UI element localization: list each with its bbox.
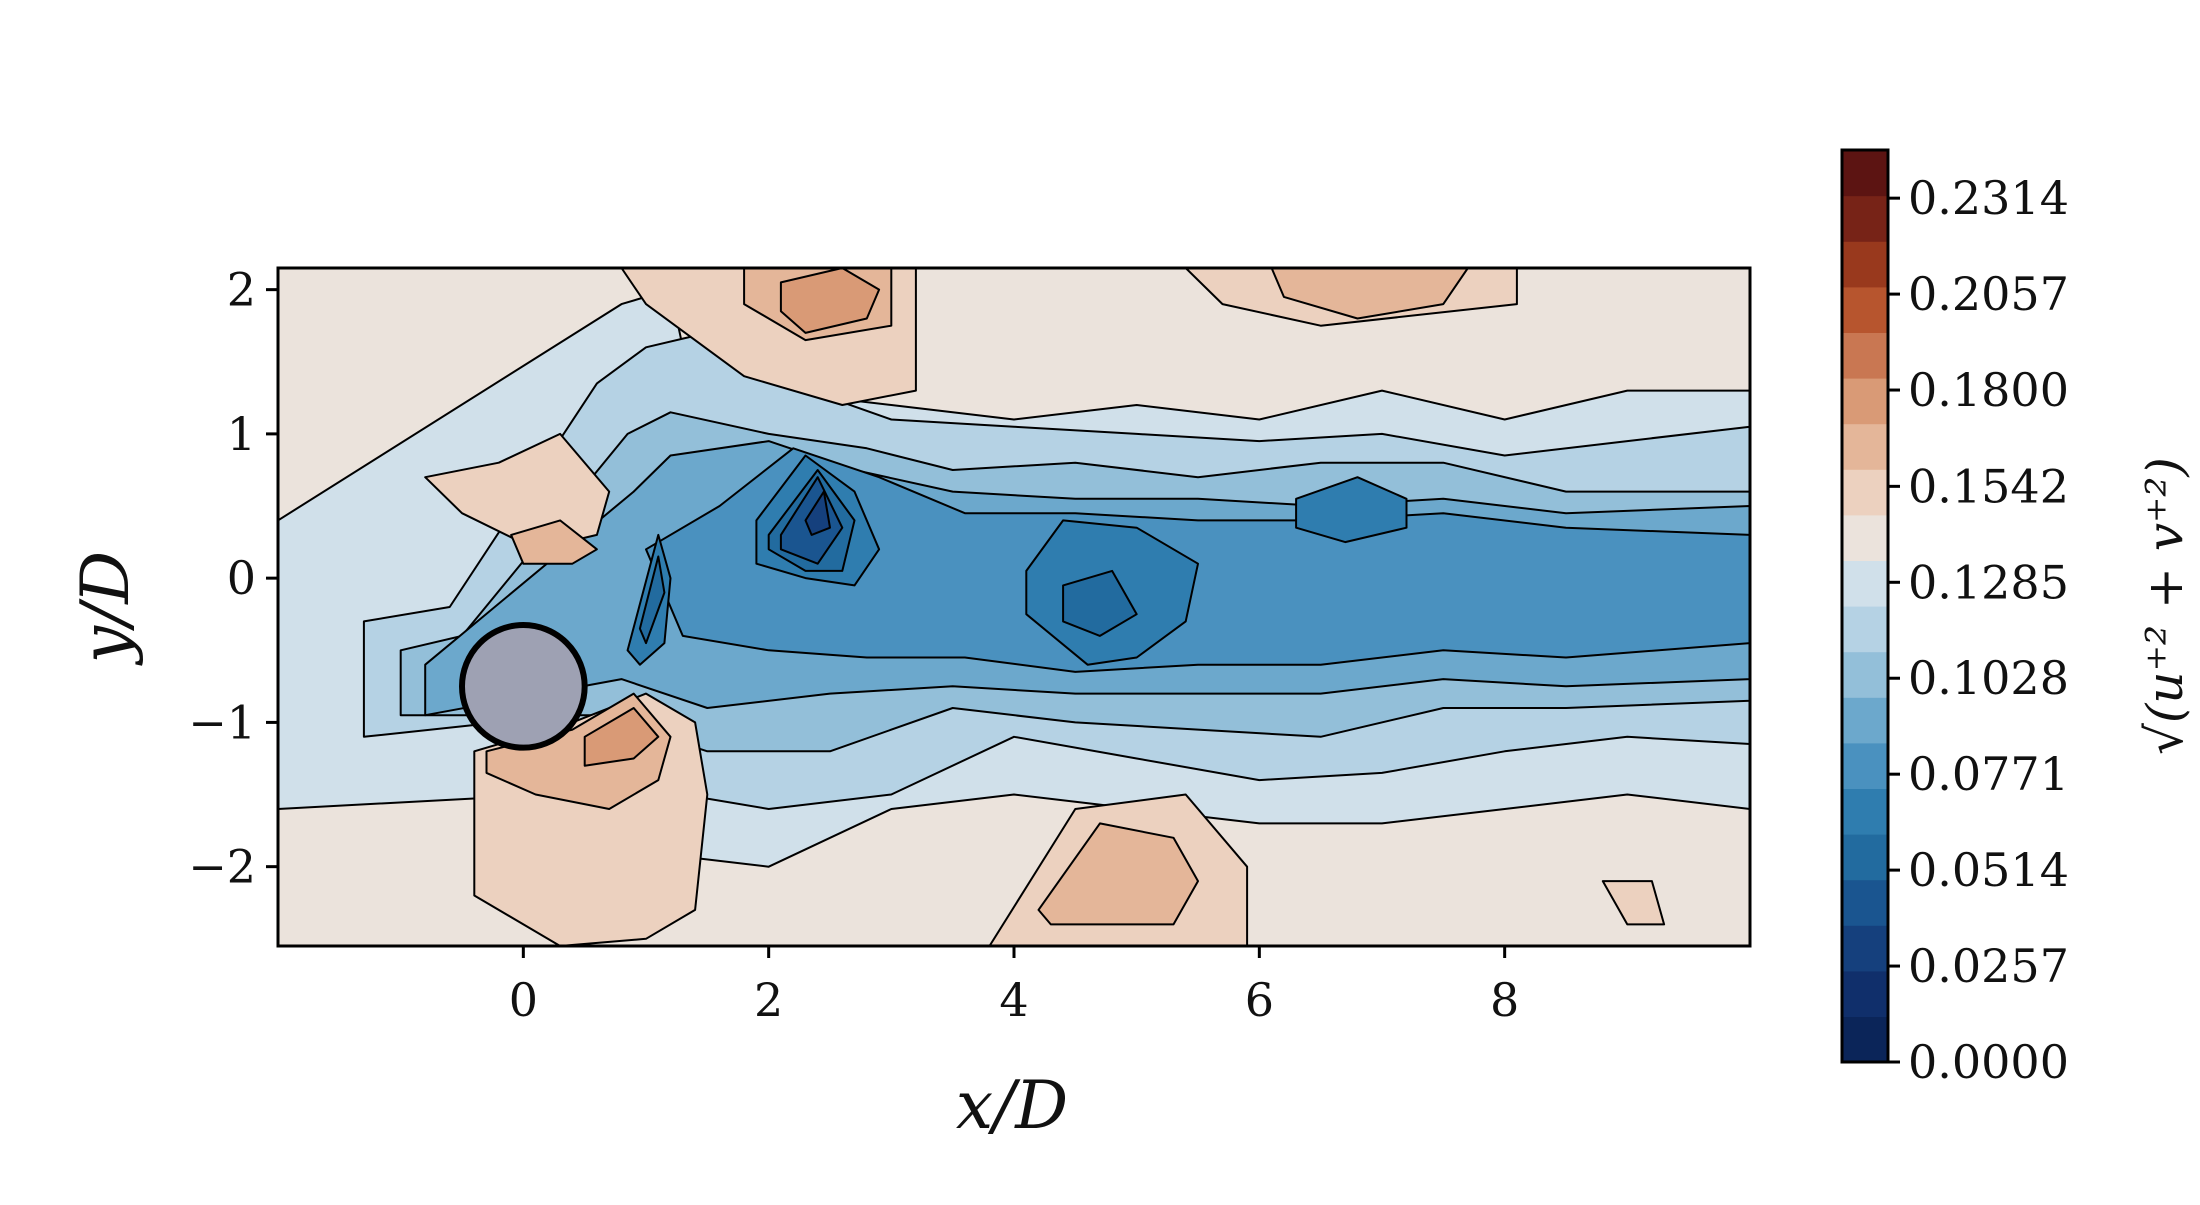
colorbar-band-19 — [1842, 150, 1888, 197]
contour-region-25 — [1037, 822, 1199, 926]
contour-region-18 — [1270, 268, 1469, 320]
colorbar-tick-label: 0.0771 — [1908, 747, 2069, 801]
colorbar-tick-label: 0.0514 — [1908, 843, 2069, 897]
colorbar-band-7 — [1842, 697, 1888, 744]
colorbar-band-18 — [1842, 195, 1888, 242]
colorbar-tick-label: 0.1542 — [1908, 459, 2069, 513]
x-tick-label: 0 — [509, 973, 538, 1027]
colorbar-tick-label: 0.1028 — [1908, 651, 2069, 705]
y-tick-label: −2 — [188, 840, 256, 894]
colorbar-band-3 — [1842, 879, 1888, 926]
colorbar-tick-label: 0.1800 — [1908, 363, 2069, 417]
colorbar-band-17 — [1842, 241, 1888, 288]
contour-region-11 — [638, 555, 666, 645]
contour-region-4 — [645, 447, 1750, 673]
colorbar-band-2 — [1842, 925, 1888, 972]
colorbar-ticks: 0.0000 0.0257 0.0514 0.0771 0.1028 0.1285 0.15… — [1888, 171, 2069, 1089]
contour-region-10 — [1062, 569, 1138, 637]
colorbar-band-9 — [1842, 606, 1888, 653]
y-axis-ticks: 2 1 0 −1 −2 — [188, 263, 278, 894]
y-tick-label: 1 — [227, 407, 256, 461]
colorbar-band-12 — [1842, 469, 1888, 516]
colorbar-tick-label: 0.1285 — [1908, 555, 2069, 609]
x-tick-label: 8 — [1490, 973, 1519, 1027]
colorbar-tick-label: 0.0000 — [1908, 1035, 2069, 1089]
colorbar-band-10 — [1842, 560, 1888, 607]
contour-region-7 — [1295, 476, 1408, 544]
colorbar-band-15 — [1842, 332, 1888, 379]
colorbar-band-14 — [1842, 378, 1888, 425]
colorbar-band-5 — [1842, 788, 1888, 835]
y-tick-label: −1 — [188, 695, 256, 749]
colorbar-band-8 — [1842, 651, 1888, 698]
colorbar-band-6 — [1842, 742, 1888, 789]
contour-region-26 — [1601, 880, 1666, 926]
x-tick-label: 2 — [754, 973, 783, 1027]
plot-area — [278, 268, 1750, 946]
colorbar-frame — [1840, 148, 1890, 1064]
colorbar-tick-label: 0.2057 — [1908, 267, 2069, 321]
contour-region-23 — [583, 707, 660, 767]
y-axis-label: y/D — [67, 551, 144, 666]
colorbar-band-13 — [1842, 423, 1888, 470]
x-tick-label: 4 — [999, 973, 1028, 1027]
cylinder-body — [458, 622, 588, 751]
x-tick-label: 6 — [1245, 973, 1274, 1027]
contour-region-20 — [510, 519, 598, 565]
colorbar — [1842, 150, 1888, 1063]
colorbar-band-0 — [1842, 1016, 1888, 1063]
contour-regions — [278, 268, 1750, 946]
y-tick-label: 0 — [227, 551, 256, 605]
colorbar-band-4 — [1842, 834, 1888, 881]
colorbar-tick-label: 0.2314 — [1908, 171, 2069, 225]
colorbar-band-16 — [1842, 286, 1888, 333]
colorbar-tick-label: 0.0257 — [1908, 939, 2069, 993]
x-axis-ticks: 0 2 4 6 8 — [509, 946, 1519, 1027]
colorbar-label: √(u⁺² + v⁺²) — [2136, 457, 2194, 755]
contour-region-19 — [424, 432, 611, 551]
x-axis-label: x/D — [956, 1067, 1068, 1144]
contour-region-13 — [804, 490, 831, 536]
y-tick-label: 2 — [227, 263, 256, 317]
contour-region-16 — [779, 268, 881, 334]
colorbar-band-11 — [1842, 514, 1888, 561]
colorbar-band-1 — [1842, 970, 1888, 1017]
